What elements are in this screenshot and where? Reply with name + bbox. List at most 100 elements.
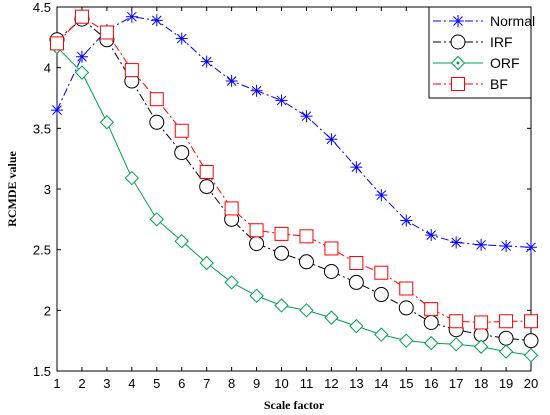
data-point-orf bbox=[74, 65, 90, 80]
data-point-bf bbox=[324, 241, 339, 256]
legend-marker-normal bbox=[452, 15, 464, 27]
legend: Normal IRF ORF BF bbox=[428, 6, 535, 99]
x-tick-label: 5 bbox=[153, 376, 160, 391]
data-point-bf bbox=[274, 226, 289, 241]
legend-label-bf: BF bbox=[490, 76, 508, 92]
data-point-bf bbox=[74, 9, 89, 24]
series-irf bbox=[49, 11, 539, 349]
x-tick-label: 10 bbox=[274, 376, 288, 391]
data-point-orf bbox=[274, 298, 289, 313]
legend-box bbox=[428, 6, 532, 99]
marker-stroke bbox=[226, 76, 237, 86]
data-point-orf bbox=[473, 339, 489, 354]
x-tick-label: 13 bbox=[349, 376, 363, 391]
data-point-irf bbox=[523, 333, 539, 349]
x-tick-label: 4 bbox=[128, 376, 135, 391]
y-tick-label: 3 bbox=[44, 182, 51, 197]
marker-stroke bbox=[151, 15, 162, 26]
data-point-bf bbox=[449, 314, 464, 329]
legend-label-irf: IRF bbox=[490, 34, 513, 50]
series-orf bbox=[49, 39, 539, 363]
marker-stroke bbox=[276, 95, 287, 106]
marker-stroke bbox=[326, 134, 337, 145]
data-point-orf bbox=[249, 288, 264, 303]
legend-label-orf: ORF bbox=[490, 55, 520, 71]
marker-stroke bbox=[453, 16, 463, 26]
data-point-irf bbox=[498, 330, 514, 346]
legend-marker-dot bbox=[456, 61, 460, 65]
x-tick-label: 18 bbox=[474, 376, 488, 391]
data-point-normal bbox=[350, 161, 363, 174]
x-tick-label: 8 bbox=[228, 376, 235, 391]
data-point-bf bbox=[474, 315, 489, 330]
data-point-bf bbox=[199, 165, 214, 180]
data-point-irf bbox=[199, 179, 215, 195]
data-point-normal bbox=[225, 75, 238, 88]
y-tick-label: 4 bbox=[44, 61, 51, 76]
x-axis-title: Scale factor bbox=[264, 398, 325, 412]
data-point-normal bbox=[51, 104, 63, 117]
data-point-orf bbox=[99, 115, 115, 130]
legend-item-irf: IRF bbox=[433, 34, 513, 50]
series-bf bbox=[50, 9, 538, 330]
series-layer bbox=[49, 9, 539, 363]
legend-label-normal: Normal bbox=[490, 13, 535, 29]
x-tick-label: 2 bbox=[78, 376, 85, 391]
data-point-irf bbox=[149, 114, 165, 130]
data-point-normal bbox=[475, 238, 488, 251]
data-point-normal bbox=[150, 14, 163, 27]
marker-stroke bbox=[301, 111, 312, 122]
data-point-bf bbox=[99, 25, 114, 40]
data-point-irf bbox=[423, 314, 439, 330]
data-point-irf bbox=[373, 287, 389, 303]
data-point-normal bbox=[275, 94, 288, 107]
y-axis: 1.5 2 2.5 3 3.5 4 4.5 bbox=[33, 0, 531, 379]
data-point-normal bbox=[75, 50, 88, 63]
data-point-normal bbox=[525, 241, 537, 254]
marker-stroke bbox=[351, 162, 362, 173]
marker-stroke bbox=[401, 215, 412, 226]
data-point-bf bbox=[499, 314, 514, 329]
x-tick-label: 7 bbox=[203, 376, 210, 391]
x-tick-label: 1 bbox=[53, 376, 60, 391]
data-point-bf bbox=[349, 256, 364, 271]
x-tick-label: 6 bbox=[178, 376, 185, 391]
y-tick-label: 2 bbox=[44, 303, 51, 318]
marker-stroke bbox=[526, 242, 536, 253]
data-point-normal bbox=[125, 10, 138, 23]
data-point-normal bbox=[425, 229, 438, 242]
data-point-bf bbox=[374, 265, 389, 280]
data-point-bf bbox=[299, 229, 314, 244]
data-point-bf bbox=[50, 36, 64, 51]
data-point-irf bbox=[398, 300, 414, 316]
data-point-normal bbox=[450, 236, 463, 249]
y-tick-label: 4.5 bbox=[33, 0, 51, 15]
data-point-bf bbox=[399, 281, 414, 296]
legend-marker-bf bbox=[451, 77, 465, 91]
marker-stroke bbox=[501, 241, 511, 251]
data-point-normal bbox=[200, 55, 213, 68]
marker-stroke bbox=[201, 56, 212, 67]
series-normal bbox=[51, 10, 537, 254]
marker-stroke bbox=[476, 239, 486, 250]
data-point-normal bbox=[175, 32, 188, 45]
data-point-irf bbox=[249, 236, 265, 252]
data-point-orf bbox=[224, 275, 239, 290]
data-point-orf bbox=[149, 212, 164, 227]
data-point-orf bbox=[324, 310, 339, 325]
series-line-normal bbox=[56, 16, 532, 248]
x-tick-label: 17 bbox=[449, 376, 463, 391]
marker-stroke bbox=[376, 190, 387, 200]
data-point-normal bbox=[300, 110, 313, 123]
data-point-bf bbox=[249, 223, 264, 238]
data-point-normal bbox=[500, 240, 513, 253]
data-point-bf bbox=[224, 201, 239, 216]
data-point-normal bbox=[400, 214, 413, 227]
x-tick-label: 11 bbox=[300, 376, 314, 391]
legend-item-bf: BF bbox=[433, 76, 508, 92]
x-tick-label: 16 bbox=[424, 376, 438, 391]
data-point-orf bbox=[199, 255, 214, 271]
legend-item-orf: ORF bbox=[433, 55, 520, 71]
x-tick-label: 3 bbox=[103, 376, 110, 391]
